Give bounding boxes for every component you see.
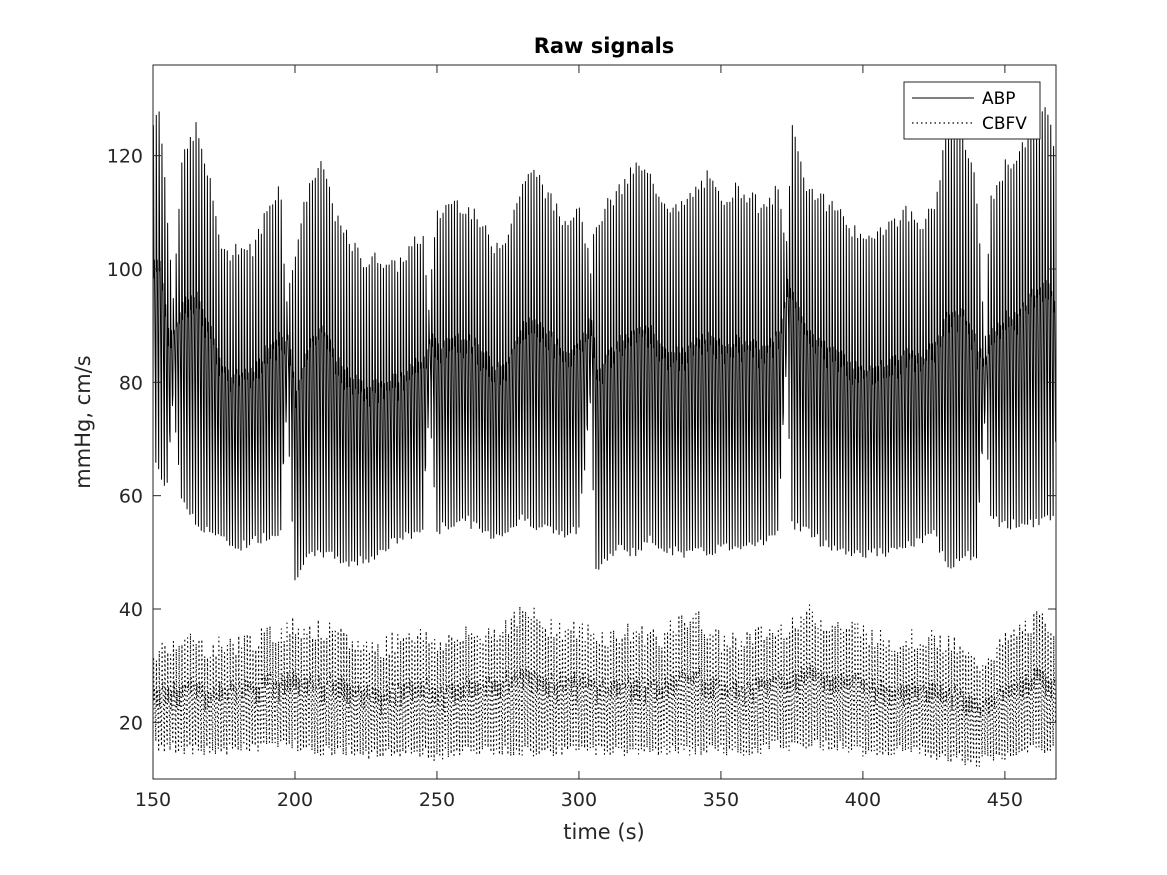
y-tick-label: 20	[119, 712, 143, 734]
x-tick-label: 350	[703, 789, 739, 811]
y-tick-label: 100	[107, 259, 143, 281]
y-tick-label: 120	[107, 146, 143, 168]
y-tick-label: 60	[119, 486, 143, 508]
x-axis: 150 200 250 300 350 400 450	[135, 65, 1023, 811]
x-tick-label: 300	[561, 789, 597, 811]
x-tick-label: 450	[987, 789, 1023, 811]
x-tick-label: 250	[419, 789, 455, 811]
x-tick-label: 150	[135, 789, 171, 811]
axes-box	[152, 64, 1057, 780]
y-axis-label: mmHg, cm/s	[71, 355, 95, 488]
x-tick-label: 200	[277, 789, 313, 811]
x-axis-label: time (s)	[563, 820, 644, 844]
legend: ABP CBFV	[903, 81, 1041, 140]
series-line-cbfv	[153, 604, 1056, 767]
legend-label-abp: ABP	[982, 89, 1016, 109]
legend-label-cbfv: CBFV	[982, 114, 1027, 134]
y-axis: 20 40 60 80 100 120	[107, 146, 1056, 734]
y-tick-label: 40	[119, 599, 143, 621]
legend-box	[903, 81, 1041, 140]
x-tick-label: 400	[845, 789, 881, 811]
series-line-abp	[153, 107, 1056, 581]
y-tick-label: 80	[119, 372, 143, 394]
plot-area	[153, 107, 1056, 767]
chart-title: Raw signals	[534, 34, 675, 58]
